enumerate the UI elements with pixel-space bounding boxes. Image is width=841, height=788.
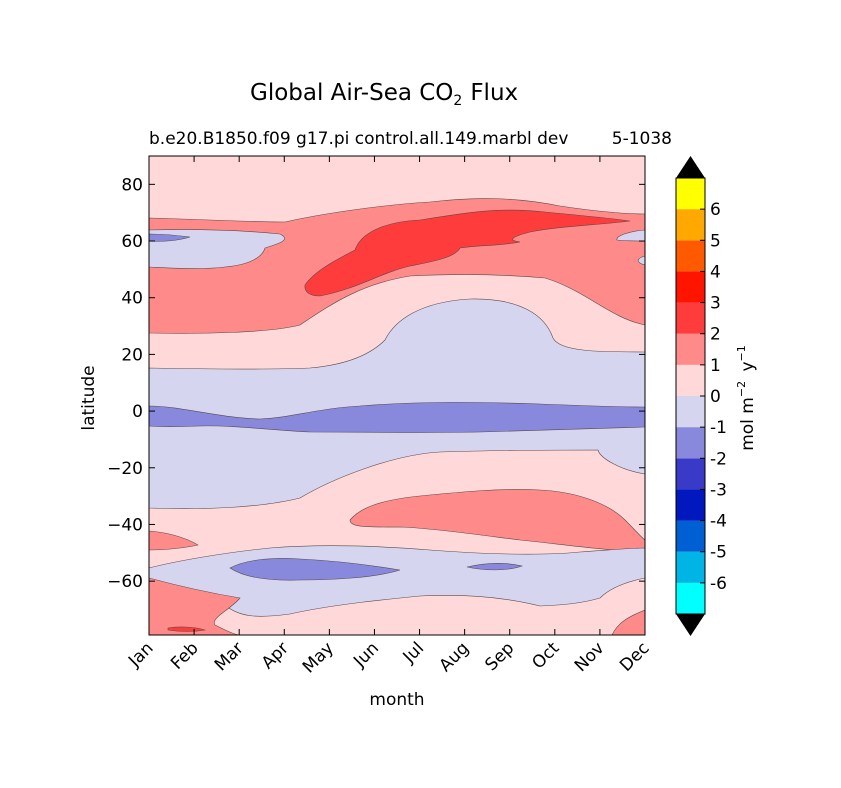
colorbar-tick-label: -6 [710, 574, 727, 594]
contour-fill-1-to-2-sh-jan [149, 530, 199, 551]
x-tick-label: Sep [481, 638, 518, 675]
contour-fill-neg1-to-0-nh-winter [149, 229, 285, 269]
contour-fill-1-to-2-sh-dec [611, 609, 645, 635]
contour-fill-neg2-to-neg1-equator [149, 402, 645, 433]
plot-frame [148, 155, 646, 636]
colorbar-swatch [676, 427, 705, 459]
contour-fill-1-to-2-sh-south [149, 577, 241, 635]
colorbar-tick-label: 4 [710, 262, 721, 282]
colorbar-swatch [676, 396, 705, 428]
colorbar-swatch [676, 178, 705, 210]
colorbar-swatch [676, 458, 705, 490]
contour-fill-neg2-to-neg1-southern-ocean [229, 558, 401, 581]
colorbar-tick-label: -3 [710, 480, 727, 500]
colorbar-label: mol m−2 y−1 [735, 345, 758, 451]
chart-title-subscript: 2 [453, 93, 462, 109]
colorbar-swatch [676, 240, 705, 272]
colorbar-swatch [676, 520, 705, 552]
colorbar-tick-label: 0 [710, 387, 721, 407]
colorbar-tick-label: -1 [710, 418, 727, 438]
colorbar-tick-label: -4 [710, 512, 727, 532]
chart-subtitle-right: 5-1038 [612, 129, 672, 149]
x-tick-label: Nov [571, 638, 609, 676]
colorbar-tick-label: 2 [710, 325, 721, 345]
x-tick-label: Jul [399, 638, 428, 667]
y-tick-label: −40 [107, 515, 143, 535]
x-tick-label: May [299, 638, 338, 677]
y-axis-label: latitude [79, 365, 99, 430]
x-tick-label: Oct [528, 638, 563, 673]
colorbar-swatch [676, 271, 705, 303]
colorbar-label-main: mol m [738, 397, 758, 451]
x-tick-label: Apr [258, 638, 293, 673]
y-tick-label: 80 [121, 175, 143, 195]
chart-title: Global Air-Sea CO2 Flux [250, 80, 518, 109]
colorbar-extend-top [676, 156, 705, 178]
y-tick-label: 0 [132, 402, 143, 422]
contour-fill-neg2-to-neg1-nh-blob [149, 233, 191, 242]
colorbar-tick-label: 6 [710, 200, 721, 220]
y-tick-label: 20 [121, 345, 143, 365]
x-tick-label: Mar [211, 638, 248, 675]
x-tick-label: Feb [167, 638, 202, 673]
colorbar-tick-label: -2 [710, 449, 727, 469]
colorbar-tick-label: -5 [710, 543, 727, 563]
chart-title-end: Flux [470, 80, 518, 106]
y-axis: 80 60 40 20 0 −20 −40 −60 [107, 175, 645, 592]
contour-field [149, 156, 645, 635]
colorbar: -6 -5 -4 -3 -2 -1 0 1 2 3 4 5 6 [675, 156, 727, 636]
colorbar-label-mid: y [738, 361, 758, 376]
x-tick-label: Dec [616, 638, 653, 675]
colorbar-swatch [676, 333, 705, 365]
y-tick-label: −20 [107, 459, 143, 479]
colorbar-tick-label: 1 [710, 356, 721, 376]
contour-fill-1-to-2-south [349, 489, 645, 553]
contour-fill-neg2-to-neg1-southern-ocean-2 [466, 563, 524, 571]
colorbar-swatch [676, 209, 705, 241]
colorbar-swatch [676, 489, 705, 521]
x-tick-label: Aug [436, 638, 474, 676]
contour-fill-2-to-3-sh-south [167, 626, 207, 632]
colorbar-extend-bottom [676, 614, 705, 636]
chart-subtitle: b.e20.B1850.f09 g17.pi control.all.149.m… [149, 129, 568, 149]
x-tick-label: Jun [349, 638, 383, 672]
contour-fill-2-to-3-north [304, 209, 631, 297]
colorbar-swatch [676, 582, 705, 614]
chart-title-main: Global Air-Sea CO [250, 80, 453, 106]
x-axis-label: month [369, 690, 424, 710]
y-tick-label: 40 [121, 289, 143, 309]
colorbar-tick-label: 5 [710, 231, 721, 251]
colorbar-swatch [676, 364, 705, 396]
x-tick-label: Jan [124, 638, 157, 671]
colorbar-tick-label: 3 [710, 294, 721, 314]
colorbar-swatch [676, 302, 705, 334]
colorbar-label-sup2: −1 [735, 345, 748, 361]
colorbar-label-sup1: −2 [735, 381, 748, 397]
colorbar-swatch [676, 551, 705, 583]
y-tick-label: 60 [121, 232, 143, 252]
y-tick-label: −60 [107, 572, 143, 592]
